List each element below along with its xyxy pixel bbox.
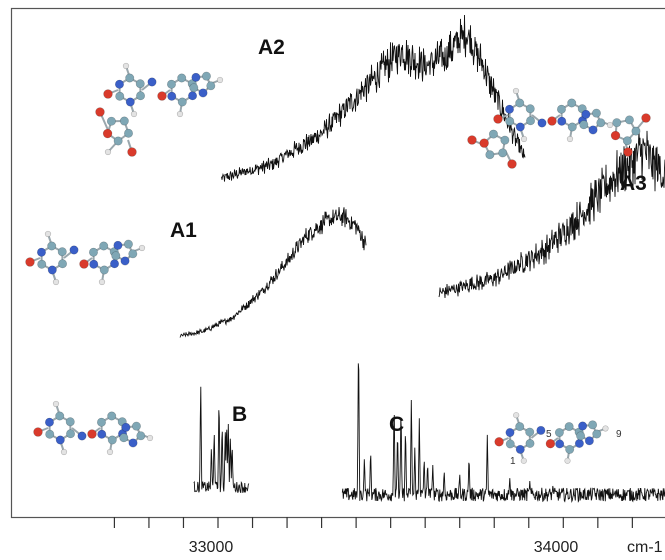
molecule-b-right	[88, 412, 153, 455]
molecule-c-left	[495, 412, 545, 463]
molecule-a2-sugar	[96, 108, 137, 157]
atom-number-9: 9	[616, 429, 622, 440]
x-axis-ticks	[114, 517, 665, 528]
trace-a3	[439, 131, 665, 299]
molecule-structures	[26, 63, 651, 463]
trace-a1	[180, 207, 366, 337]
trace-label-a2: A2	[258, 36, 285, 59]
molecule-a2-right	[158, 72, 223, 117]
x-axis-unit: cm-1	[627, 539, 663, 555]
trace-label-c: C	[389, 413, 404, 436]
atom-number-1: 1	[510, 456, 516, 467]
molecule-a3-right	[548, 99, 613, 142]
x-tick-label-34000: 34000	[534, 539, 579, 555]
molecule-a2-left	[104, 63, 157, 117]
trace-label-a3: A3	[620, 172, 647, 195]
trace-label-b: B	[232, 403, 247, 426]
molecule-c-right	[546, 421, 608, 464]
x-tick-label-33000: 33000	[189, 539, 234, 555]
atom-number-5: 5	[546, 429, 552, 440]
molecule-a1-left	[26, 231, 79, 285]
trace-label-a1: A1	[170, 219, 197, 242]
molecule-b-left	[34, 401, 87, 455]
molecule-a1-right	[80, 240, 145, 285]
